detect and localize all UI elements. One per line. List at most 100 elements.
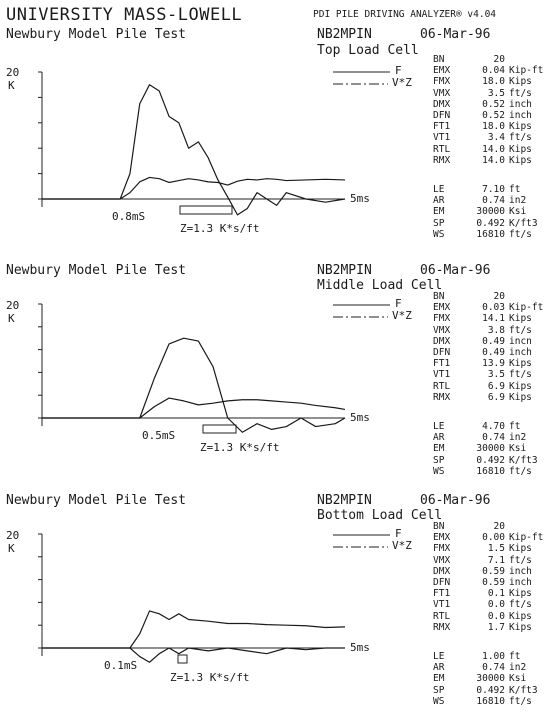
param-unit: ft/s [509, 324, 532, 336]
param-value: 3.8 [487, 324, 505, 336]
y-axis-label-unit: K [8, 79, 15, 92]
param-unit: Kips [509, 543, 532, 555]
param-row: RTL 14.0 Kips [433, 143, 532, 155]
legend-vz-label: V*Z [392, 539, 412, 552]
param-value: 4.70 [482, 421, 505, 432]
param-unit: Kip-ft [509, 532, 544, 544]
param2-row: EM 30000 Ksi [433, 207, 526, 217]
param-key: EM [433, 673, 445, 685]
param-unit: ft/s [509, 228, 532, 240]
test-date: 06-Mar-96 [420, 27, 491, 42]
param-key: VT1 [433, 369, 451, 381]
param-key: EMX [433, 65, 451, 77]
param-unit: inch [509, 347, 532, 358]
param2-row: AR 0.74 in2 [433, 663, 526, 673]
param-value: 30000 [476, 443, 505, 455]
param-row: DFN 0.52 inch [433, 111, 532, 121]
param-row: VT1 3.5 ft/s [433, 370, 532, 380]
load-cell-label: Middle Load Cell [317, 278, 443, 293]
param-unit: Kips [509, 358, 532, 370]
param-value: 0.0 [487, 599, 505, 611]
legend-vz-label: V*Z [392, 309, 412, 322]
param-value: 13.9 [482, 358, 505, 370]
param-key: DMX [433, 565, 451, 577]
param-key: FMX [433, 313, 451, 325]
pile-code: NB2MPIN [317, 27, 372, 42]
param-row: VMX 3.8 ft/s [433, 324, 532, 336]
load-cell-label: Bottom Load Cell [317, 508, 443, 523]
velocity-series-line [42, 610, 346, 649]
param-unit: ft/s [509, 695, 532, 707]
param-row: RMX 6.9 Kips [433, 393, 532, 403]
param-value: 6.9 [487, 391, 505, 403]
param-row: FMX 1.5 Kips [433, 544, 532, 554]
y-axis-label-unit: K [8, 542, 15, 555]
param-value: 7.10 [482, 184, 505, 195]
y-axis-label-value: 20 [6, 529, 20, 542]
y-axis-label-unit: K [8, 312, 15, 325]
param-key: RMX [433, 621, 451, 633]
param-value: 16810 [476, 465, 505, 477]
param-row: EMX 0.00 Kip-ft [433, 533, 543, 543]
param-unit: Kips [509, 313, 532, 325]
impedance-scale-label: Z=1.3 K*s/ft [200, 441, 280, 454]
param-unit: in2 [509, 662, 527, 674]
param-unit: K/ft3 [509, 684, 538, 696]
analyzer-label: PDI PILE DRIVING ANALYZER® v4.04 [313, 9, 497, 20]
param-unit: Ksi [509, 206, 527, 218]
param-value: 0.49 [482, 335, 505, 347]
param-row: DFN 0.49 inch [433, 348, 532, 358]
param-key: WS [433, 465, 445, 477]
param-value: 0.59 [482, 565, 505, 577]
param-value: 16810 [476, 695, 505, 707]
param-row: DMX 0.52 inch [433, 100, 532, 110]
param-value: 0.0 [487, 610, 505, 622]
param-key: RTL [433, 143, 451, 155]
param-row: RTL 0.0 Kips [433, 610, 532, 622]
param-row: RMX 1.7 Kips [433, 623, 532, 633]
force-series-line [42, 337, 346, 433]
param2-row: WS 16810 ft/s [433, 230, 532, 240]
legend-f-label: F [395, 297, 402, 310]
param-key: VT1 [433, 132, 451, 144]
param-value: 0.00 [482, 532, 505, 544]
panel-title: Newbury Model Pile Test [6, 493, 187, 508]
y-axis-label-value: 20 [6, 66, 20, 79]
param-row: VT1 3.4 ft/s [433, 133, 532, 143]
param-key: DMX [433, 98, 451, 110]
param-row: FMX 18.0 Kips [433, 77, 532, 87]
param-key: EMX [433, 532, 451, 544]
param-value: 20 [493, 291, 505, 302]
param-key: EM [433, 443, 445, 455]
time-scale-label: 0.5mS [142, 429, 176, 442]
panel-title: Newbury Model Pile Test [6, 27, 187, 42]
param2-row: AR 0.74 in2 [433, 433, 526, 443]
param-unit: Kips [509, 610, 532, 622]
param-key: LE [433, 651, 445, 662]
param-row: DFN 0.59 inch [433, 578, 532, 588]
param-unit: ft/s [509, 132, 532, 144]
param-unit: ft/s [509, 369, 532, 381]
test-date: 06-Mar-96 [420, 493, 491, 508]
impedance-scale-label: Z=1.3 K*s/ft [170, 671, 250, 684]
legend-f-label: F [395, 527, 402, 540]
param2-row: LE 4.70 ft [433, 422, 520, 432]
param-value: 0.52 [482, 98, 505, 110]
y-axis-label-value: 20 [6, 299, 20, 312]
param-row: RMX 14.0 Kips [433, 156, 532, 166]
param-value: 0.52 [482, 110, 505, 121]
param-unit: ft/s [509, 599, 532, 611]
param-key: VMX [433, 554, 451, 566]
param-key: AR [433, 662, 445, 674]
param2-row: LE 1.00 ft [433, 652, 520, 662]
param-row: EMX 0.04 Kip-ft [433, 66, 543, 76]
param-value: 0.1 [487, 588, 505, 600]
param-value: 0.492 [476, 217, 505, 229]
param-key: VMX [433, 324, 451, 336]
param-value: 1.00 [482, 651, 505, 662]
param-value: 30000 [476, 206, 505, 218]
param2-row: LE 7.10 ft [433, 185, 520, 195]
param-row: BN 20 [433, 522, 509, 532]
param-key: RTL [433, 380, 451, 392]
param-key: WS [433, 695, 445, 707]
